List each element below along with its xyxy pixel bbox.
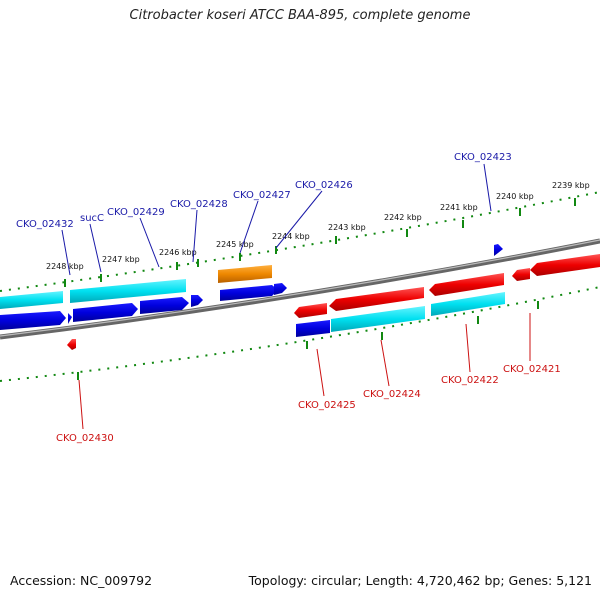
reverse-gene[interactable] [512,268,530,281]
reverse-rna[interactable] [331,306,425,332]
scale-labels: 2248 kbp 2247 kbp 2246 kbp 2245 kbp 2244… [46,181,590,271]
scale-label: 2246 kbp [159,248,197,257]
accession-label: Accession: NC_009792 [10,573,153,588]
forward-gene[interactable] [140,297,189,314]
reverse-gene[interactable] [296,320,330,337]
reverse-gene[interactable] [67,339,76,350]
gene-label[interactable]: CKO_02423 [454,152,512,163]
scale-label: 2244 kbp [272,232,310,241]
gene-label[interactable]: CKO_02432 [16,219,74,230]
gene-label[interactable]: CKO_02428 [170,199,228,210]
reverse-gene[interactable] [329,287,424,311]
scale-label: 2242 kbp [384,213,422,222]
forward-gene-labels: CKO_02432 sucC CKO_02429 CKO_02428 CKO_0… [16,152,512,230]
reverse-label-leaders [78,313,531,430]
page-title: Citrobacter koseri ATCC BAA-895, complet… [129,8,471,23]
reverse-gene[interactable] [530,254,600,276]
forward-label-leaders [61,163,492,276]
forward-gene[interactable] [70,279,186,303]
scale-label: 2243 kbp [328,223,366,232]
lower-major-ticks [77,301,539,380]
reverse-gene[interactable] [429,273,504,296]
upper-scale-track [0,191,600,292]
forward-gene[interactable] [0,311,66,330]
gene-label[interactable]: CKO_02424 [363,389,421,400]
scale-label: 2240 kbp [496,192,534,201]
forward-features[interactable] [0,244,503,330]
gene-label[interactable]: CKO_02427 [233,190,291,201]
gene-label[interactable]: CKO_02425 [298,400,356,411]
scale-label: 2247 kbp [102,255,140,264]
scale-label: 2248 kbp [46,262,84,271]
forward-gene[interactable] [191,295,203,307]
genome-summary: Topology: circular; Length: 4,720,462 bp… [248,573,592,588]
pseudo-gene[interactable] [218,265,272,283]
forward-gene[interactable] [68,313,72,324]
scale-label: 2245 kbp [216,240,254,249]
upper-major-ticks [64,198,576,287]
gene-label[interactable]: CKO_02429 [107,207,165,218]
genome-backbone-highlight [0,239,600,337]
gene-label[interactable]: CKO_02421 [503,364,561,375]
gene-label[interactable]: sucC [80,213,104,224]
gene-label[interactable]: CKO_02422 [441,375,499,386]
reverse-features[interactable] [67,254,600,350]
scale-label: 2241 kbp [440,203,478,212]
genome-backbone [0,238,600,340]
reverse-gene-labels: CKO_02430 CKO_02425 CKO_02424 CKO_02422 … [56,364,561,444]
forward-gene[interactable] [220,285,278,301]
forward-gene[interactable] [274,283,287,295]
forward-gene[interactable] [73,303,138,322]
gene-label[interactable]: CKO_02426 [295,180,353,191]
gene-label[interactable]: CKO_02430 [56,433,114,444]
reverse-gene[interactable] [294,303,327,318]
forward-gene[interactable] [0,291,63,309]
reverse-rna[interactable] [431,292,505,316]
scale-label: 2239 kbp [552,181,590,190]
forward-gene[interactable] [494,244,503,256]
